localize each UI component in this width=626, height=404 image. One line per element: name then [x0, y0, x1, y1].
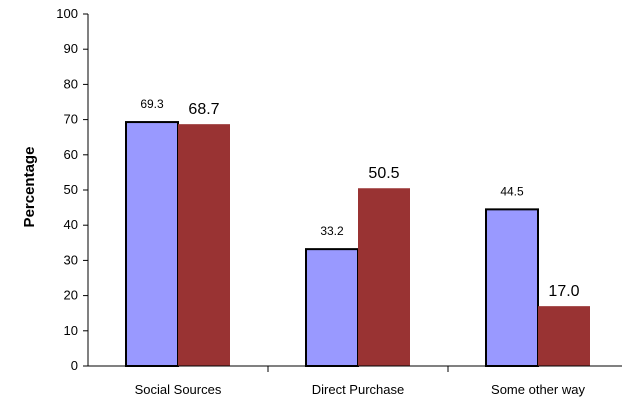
y-tick-label: 0: [71, 358, 78, 373]
bar-series-1-social-sources: [125, 121, 179, 368]
y-tick-label: 30: [64, 252, 78, 267]
x-category-label: Some other way: [491, 382, 585, 397]
bar-series-2-social-sources: [178, 124, 230, 367]
bars: [125, 121, 590, 368]
y-axis-label: Percentage: [21, 147, 38, 228]
y-tick-label: 90: [64, 41, 78, 56]
bar-series-2-some-other-way: [538, 306, 590, 366]
x-axis-categories: Social Sources Direct Purchase Some other …: [135, 382, 586, 397]
y-axis-ticks: 0 10 20 30 40 50 60 70 80 90 100: [56, 6, 449, 373]
bar-series-1-direct-purchase: [305, 248, 359, 367]
y-tick-label: 70: [64, 112, 78, 127]
y-tick-label: 40: [64, 217, 78, 232]
y-tick-label: 100: [56, 6, 78, 21]
data-label: 50.5: [368, 165, 399, 182]
data-label: 44.5: [500, 184, 524, 198]
bar-series-1-some-other-way: [485, 208, 539, 367]
data-label: 33.2: [320, 224, 344, 238]
x-category-label: Direct Purchase: [312, 382, 404, 397]
y-tick-label: 60: [64, 147, 78, 162]
y-tick-label: 20: [64, 288, 78, 303]
y-tick-label: 80: [64, 76, 78, 91]
data-label: 17.0: [548, 283, 579, 300]
data-label: 69.3: [140, 97, 164, 111]
bar-series-2-direct-purchase: [358, 188, 410, 366]
y-tick-label: 10: [64, 323, 78, 338]
y-tick-label: 50: [64, 182, 78, 197]
data-label: 68.7: [188, 101, 219, 118]
x-category-label: Social Sources: [135, 382, 222, 397]
data-labels: 69.3 33.2 44.5 68.7 50.5 17.0: [140, 97, 579, 300]
